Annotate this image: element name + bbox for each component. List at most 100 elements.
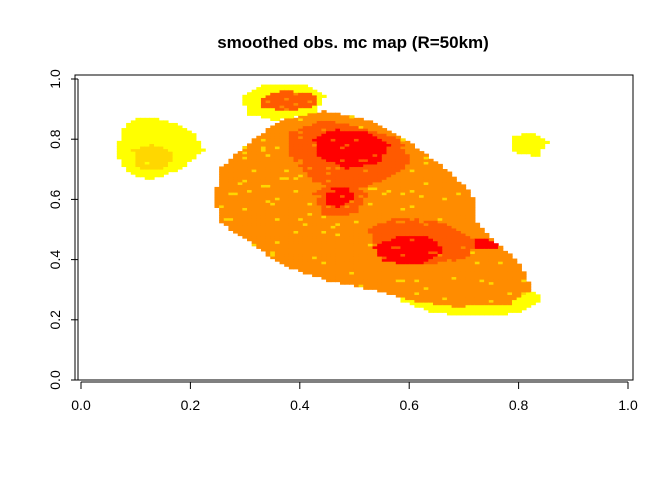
heatmap-cell — [307, 202, 313, 206]
heatmap-cell — [507, 299, 513, 303]
heatmap-cell — [470, 209, 476, 214]
heatmap-cell — [251, 169, 257, 173]
heatmap-cell — [307, 156, 313, 160]
heatmap-cell — [358, 238, 364, 242]
heatmap-cell — [414, 243, 420, 247]
heatmap-cell — [456, 276, 462, 280]
heatmap-cell — [265, 94, 271, 98]
heatmap-cell — [395, 138, 402, 142]
heatmap-cell — [312, 120, 318, 124]
heatmap-cell — [260, 189, 267, 193]
heatmap-cell — [340, 225, 346, 229]
heatmap-cell — [516, 302, 522, 306]
heatmap-cell — [344, 176, 350, 180]
heatmap-cell — [247, 194, 253, 198]
heatmap-cell — [409, 299, 415, 303]
heatmap-cell — [307, 258, 313, 262]
heatmap-cell — [274, 186, 281, 191]
heatmap-cell — [284, 192, 290, 196]
heatmap-cell — [288, 225, 295, 229]
heatmap-cell — [419, 204, 425, 208]
heatmap-cell — [423, 217, 429, 221]
heatmap-cell — [391, 140, 397, 145]
heatmap-cell — [302, 202, 309, 206]
heatmap-cell — [372, 258, 378, 262]
heatmap-cell — [228, 169, 234, 173]
heatmap-cell — [372, 209, 378, 214]
heatmap-cell — [432, 284, 439, 288]
heatmap-cell — [386, 291, 392, 295]
heatmap-cell — [335, 197, 341, 201]
heatmap-cell — [335, 135, 341, 139]
heatmap-cell — [465, 299, 471, 303]
heatmap-cell — [423, 289, 429, 293]
heatmap-cell — [344, 115, 350, 119]
heatmap-cell — [363, 128, 369, 132]
heatmap-cell — [405, 238, 411, 242]
heatmap-cell — [525, 286, 532, 290]
heatmap-cell — [279, 217, 285, 221]
heatmap-cell — [293, 130, 299, 134]
heatmap-cell — [293, 153, 299, 157]
heatmap-cell — [251, 184, 257, 188]
heatmap-cell — [349, 212, 355, 216]
heatmap-cell — [484, 281, 490, 285]
heatmap-cell — [298, 120, 304, 124]
heatmap-cell — [321, 238, 327, 242]
heatmap-cell — [432, 309, 439, 313]
heatmap-cell — [274, 130, 281, 134]
heatmap-cell — [405, 181, 411, 185]
heatmap-cell — [163, 163, 169, 168]
heatmap-cell — [363, 258, 369, 262]
heatmap-cell — [367, 235, 374, 239]
heatmap-cell — [414, 174, 420, 178]
heatmap-cell — [432, 225, 439, 229]
heatmap-cell — [474, 281, 481, 285]
heatmap-cell — [279, 209, 285, 214]
heatmap-cell — [372, 169, 378, 173]
heatmap-cell — [144, 171, 150, 175]
heatmap-cell — [326, 158, 332, 162]
heatmap-cell — [265, 217, 271, 221]
heatmap-cell — [251, 232, 257, 237]
heatmap-cell — [307, 220, 313, 224]
heatmap-cell — [270, 202, 276, 206]
heatmap-cell — [525, 296, 532, 301]
heatmap-cell — [442, 232, 448, 237]
heatmap-cell — [349, 250, 355, 255]
heatmap-cell — [395, 225, 402, 229]
heatmap-cell — [167, 135, 174, 139]
heatmap-cell — [353, 125, 360, 129]
heatmap-cell — [474, 238, 481, 242]
heatmap-cell — [270, 99, 276, 104]
heatmap-cell — [256, 222, 262, 226]
heatmap-cell — [344, 235, 350, 239]
heatmap-cell — [279, 133, 285, 137]
heatmap-cell — [242, 230, 248, 234]
heatmap-cell — [260, 143, 267, 147]
heatmap-cell — [140, 153, 146, 157]
heatmap-cell — [377, 240, 383, 244]
heatmap-cell — [391, 212, 397, 216]
heatmap-cell — [228, 220, 234, 224]
heatmap-cell — [247, 163, 253, 168]
heatmap-cell — [321, 110, 327, 114]
heatmap-cell — [391, 169, 397, 173]
heatmap-cell — [288, 151, 295, 155]
heatmap-cell — [488, 289, 495, 293]
heatmap-cell — [488, 273, 495, 278]
heatmap-cell — [377, 222, 383, 226]
heatmap-cell — [307, 140, 313, 145]
heatmap-cell — [377, 243, 383, 247]
heatmap-cell — [391, 263, 397, 267]
heatmap-cell — [135, 138, 141, 142]
heatmap-cell — [316, 243, 323, 247]
heatmap-cell — [340, 153, 346, 157]
heatmap-cell — [256, 245, 262, 249]
heatmap-cell — [298, 161, 304, 165]
heatmap-cell — [363, 192, 369, 196]
heatmap-cell — [451, 207, 457, 211]
heatmap-cell — [428, 227, 434, 231]
heatmap-cell — [419, 243, 425, 247]
